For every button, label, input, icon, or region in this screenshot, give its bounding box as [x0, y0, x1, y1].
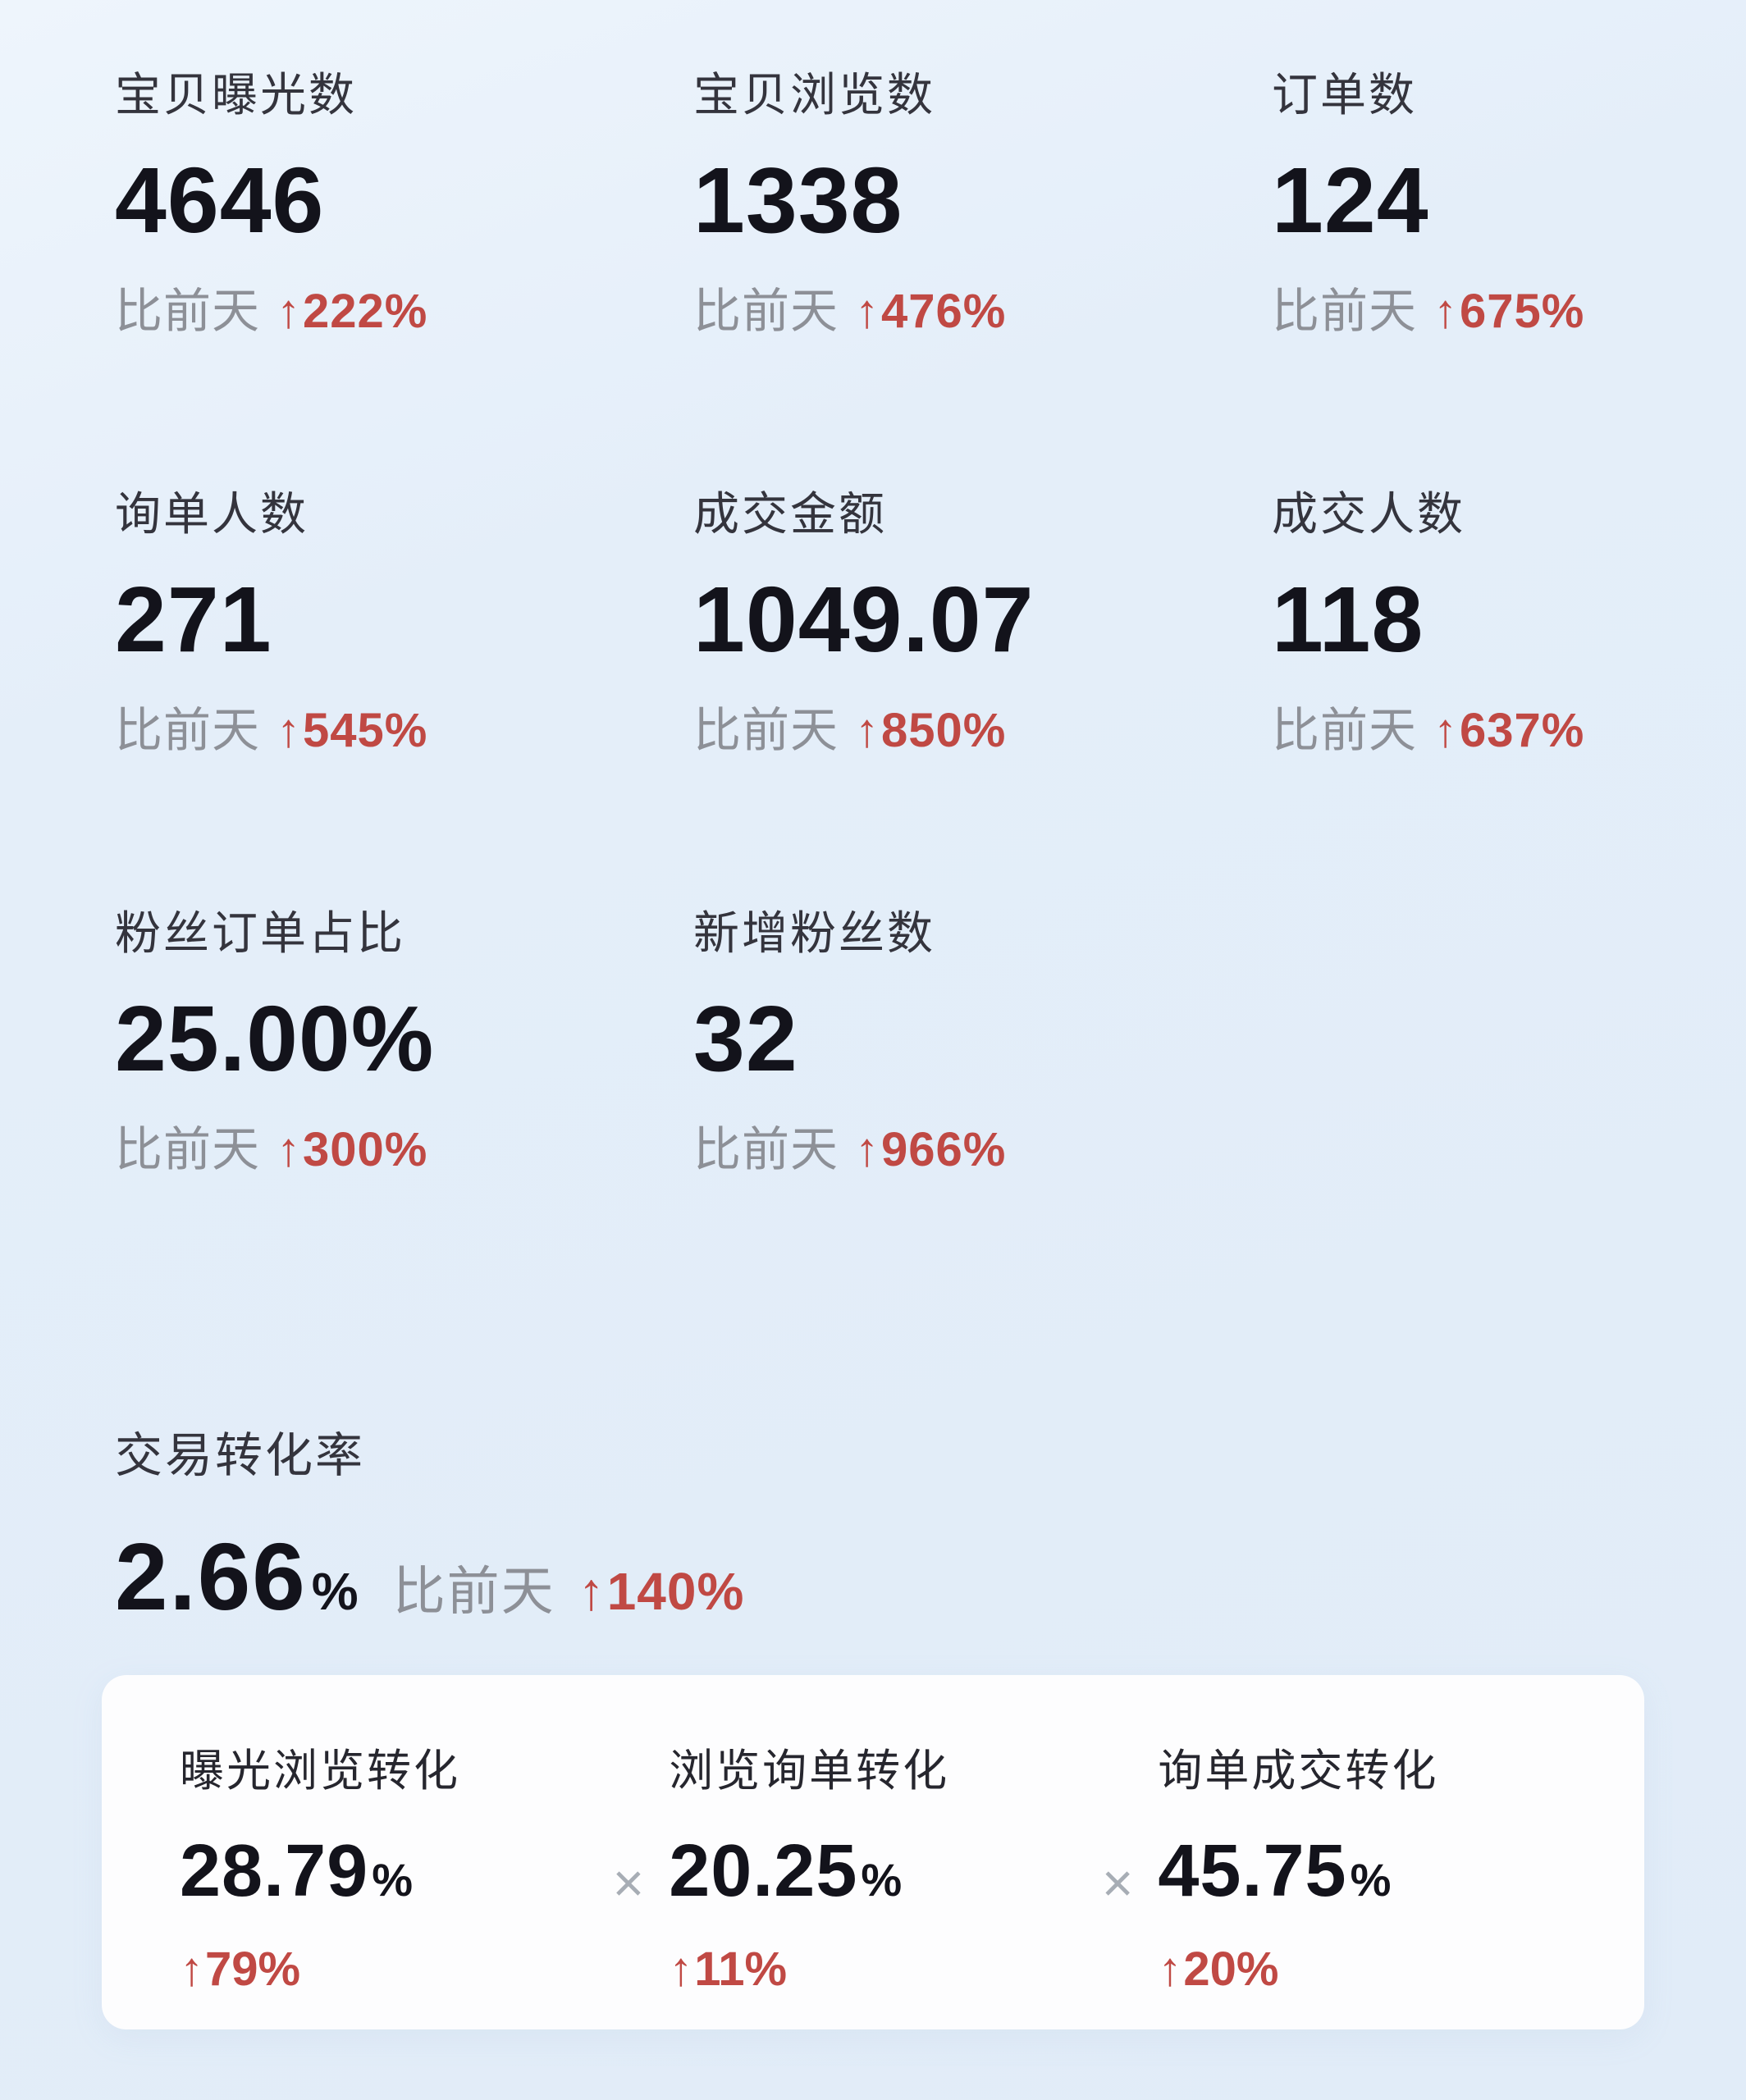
- delta-value: 476%: [881, 285, 1007, 338]
- delta-value: 300%: [303, 1123, 428, 1176]
- funnel-value-row: 45.75 %: [1158, 1834, 1566, 1908]
- conversion-delta: ↑140%: [578, 1565, 745, 1618]
- funnel-unit: %: [1350, 1854, 1392, 1906]
- up-arrow-icon: ↑: [1158, 1942, 1182, 1996]
- metrics-grid: 宝贝曝光数 4646 比前天 ↑222% 宝贝浏览数 1338 比前天 ↑476% …: [115, 72, 1746, 1174]
- metric-value: 1049.07: [693, 568, 1035, 671]
- metric-delta: 比前天 ↑545%: [115, 707, 693, 755]
- metric-value: 25.00%: [115, 987, 435, 1090]
- conversion-rate-row: 2.66 % 比前天 ↑140%: [115, 1529, 1746, 1624]
- conversion-rate-value: 2.66: [115, 1523, 307, 1630]
- metric-label: 宝贝浏览数: [693, 69, 935, 121]
- metric-value: 32: [693, 987, 798, 1090]
- up-arrow-icon: ↑: [1433, 285, 1459, 338]
- funnel-delta: ↑20%: [1158, 1946, 1566, 1993]
- metric-label: 询单人数: [115, 488, 309, 540]
- funnel-label: 曝光浏览转化: [180, 1746, 460, 1796]
- metric-delta: 比前天 ↑300%: [115, 1126, 693, 1174]
- funnel-value-row: 20.25 %: [669, 1834, 1077, 1908]
- metric-value: 4646: [115, 148, 325, 252]
- metric-card-fan-order-ratio[interactable]: 粉丝订单占比 25.00% 比前天 ↑300%: [115, 911, 693, 1174]
- funnel-unit: %: [861, 1854, 903, 1906]
- conversion-rate-unit: %: [311, 1562, 359, 1621]
- funnel-item-exposure-view[interactable]: 曝光浏览转化 28.79 % ↑79%: [180, 1749, 588, 1993]
- funnel-unit: %: [372, 1854, 414, 1906]
- up-arrow-icon: ↑: [855, 285, 880, 338]
- funnel-value: 20.25: [669, 1830, 858, 1912]
- up-arrow-icon: ↑: [855, 1123, 880, 1176]
- compare-prefix: 比前天: [115, 1123, 261, 1176]
- compare-prefix: 比前天: [693, 704, 839, 757]
- funnel-value-row: 28.79 %: [180, 1834, 588, 1908]
- up-arrow-icon: ↑: [277, 1123, 302, 1176]
- metric-card-inquiry-users[interactable]: 询单人数 271 比前天 ↑545%: [115, 491, 693, 755]
- multiply-icon: ×: [1101, 1852, 1134, 1913]
- compare-prefix: 比前天: [115, 704, 261, 757]
- metric-label: 粉丝订单占比: [115, 907, 405, 959]
- metric-value: 271: [115, 568, 272, 671]
- funnel-label: 询单成交转化: [1158, 1746, 1439, 1796]
- up-arrow-icon: ↑: [669, 1942, 693, 1996]
- delta-value: 79%: [205, 1942, 301, 1996]
- metric-card-new-fans[interactable]: 新增粉丝数 32 比前天 ↑966%: [693, 911, 1272, 1174]
- compare-prefix: 比前天: [1272, 285, 1418, 338]
- funnel-delta: ↑79%: [180, 1946, 588, 1993]
- compare-prefix: 比前天: [693, 1123, 839, 1176]
- metric-card-orders[interactable]: 订单数 124 比前天 ↑675%: [1272, 72, 1746, 336]
- metric-delta: 比前天 ↑675%: [1272, 288, 1746, 336]
- compare-prefix: 比前天: [115, 285, 261, 338]
- delta-value: 850%: [881, 704, 1007, 757]
- up-arrow-icon: ↑: [855, 704, 880, 757]
- delta-value: 140%: [606, 1562, 745, 1621]
- conversion-rate-label: 交易转化率: [115, 1429, 366, 1482]
- metric-delta: 比前天 ↑222%: [115, 288, 693, 336]
- up-arrow-icon: ↑: [277, 285, 302, 338]
- metric-card-item-exposure[interactable]: 宝贝曝光数 4646 比前天 ↑222%: [115, 72, 693, 336]
- delta-value: 222%: [303, 285, 428, 338]
- delta-value: 545%: [303, 704, 428, 757]
- metric-card-transaction-amount[interactable]: 成交金额 1049.07 比前天 ↑850%: [693, 491, 1272, 755]
- metric-label: 订单数: [1272, 69, 1417, 121]
- delta-value: 11%: [694, 1942, 788, 1996]
- metric-card-transaction-users[interactable]: 成交人数 118 比前天 ↑637%: [1272, 491, 1746, 755]
- up-arrow-icon: ↑: [578, 1562, 606, 1621]
- conversion-rate-section[interactable]: 交易转化率 2.66 % 比前天 ↑140%: [0, 1429, 1746, 1625]
- metric-card-item-views[interactable]: 宝贝浏览数 1338 比前天 ↑476%: [693, 72, 1272, 336]
- funnel-value: 45.75: [1158, 1830, 1347, 1912]
- up-arrow-icon: ↑: [277, 704, 302, 757]
- funnel-delta: ↑11%: [669, 1946, 1077, 1993]
- compare-prefix: 比前天: [392, 1562, 555, 1621]
- metric-delta: 比前天 ↑637%: [1272, 707, 1746, 755]
- compare-prefix: 比前天: [693, 285, 839, 338]
- up-arrow-icon: ↑: [180, 1942, 203, 1996]
- metric-delta: 比前天 ↑966%: [693, 1126, 1272, 1174]
- delta-value: 966%: [881, 1123, 1007, 1176]
- metric-value: 1338: [693, 148, 903, 252]
- metric-value: 124: [1272, 148, 1429, 252]
- metric-label: 新增粉丝数: [693, 907, 935, 959]
- metric-label: 宝贝曝光数: [115, 69, 357, 121]
- metric-delta: 比前天 ↑850%: [693, 707, 1272, 755]
- compare-prefix: 比前天: [1272, 704, 1418, 757]
- delta-value: 637%: [1460, 704, 1585, 757]
- metric-label: 成交金额: [693, 488, 887, 540]
- conversion-funnel-card: 曝光浏览转化 28.79 % ↑79% × 浏览询单转化 20.25 % ↑11…: [102, 1675, 1644, 2029]
- funnel-item-view-inquiry[interactable]: 浏览询单转化 20.25 % ↑11%: [669, 1749, 1077, 1993]
- delta-value: 675%: [1460, 285, 1585, 338]
- metric-value: 118: [1272, 568, 1424, 671]
- funnel-label: 浏览询单转化: [669, 1746, 950, 1796]
- funnel-value: 28.79: [180, 1830, 369, 1912]
- funnel-item-inquiry-deal[interactable]: 询单成交转化 45.75 % ↑20%: [1158, 1749, 1566, 1993]
- metric-label: 成交人数: [1272, 488, 1465, 540]
- metric-delta: 比前天 ↑476%: [693, 288, 1272, 336]
- up-arrow-icon: ↑: [1433, 704, 1459, 757]
- multiply-icon: ×: [612, 1852, 645, 1913]
- delta-value: 20%: [1183, 1942, 1279, 1996]
